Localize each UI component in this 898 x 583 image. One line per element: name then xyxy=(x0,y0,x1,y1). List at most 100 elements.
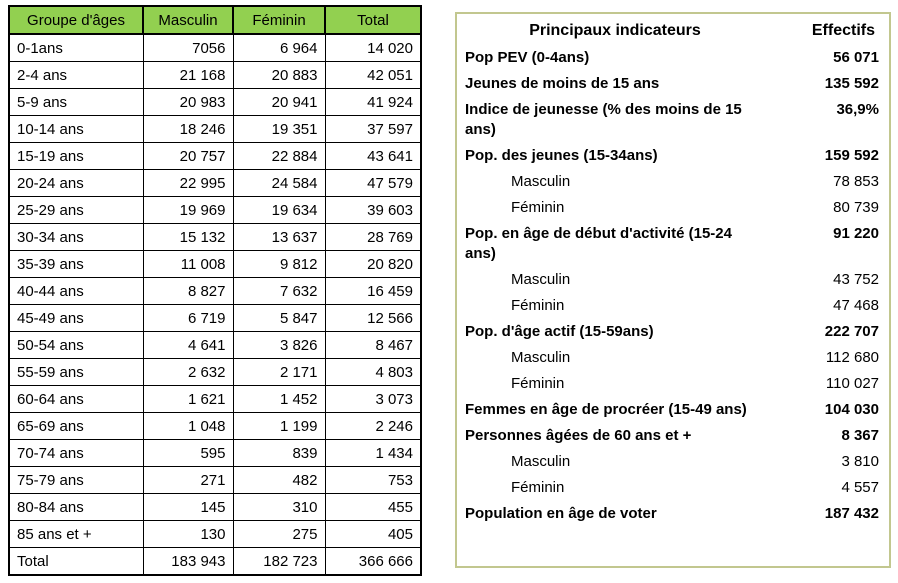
feminin-cell: 2 171 xyxy=(232,358,326,386)
table-row: 60-64 ans 1 621 1 452 3 073 xyxy=(8,385,422,413)
total-cell: 20 820 xyxy=(324,250,422,278)
masculin-cell: 271 xyxy=(142,466,234,494)
masculin-cell: 19 969 xyxy=(142,196,234,224)
indicator-value: 36,9% xyxy=(836,101,879,118)
feminin-cell: 482 xyxy=(232,466,326,494)
total-cell: 16 459 xyxy=(324,277,422,305)
total-cell: 753 xyxy=(324,466,422,494)
total-cell: 8 467 xyxy=(324,331,422,359)
table-row: 70-74 ans 595 839 1 434 xyxy=(8,439,422,467)
indicator-label: Féminin xyxy=(511,375,565,392)
age-group-cell: 80-84 ans xyxy=(8,493,144,521)
age-group-cell: 55-59 ans xyxy=(8,358,144,386)
indicator-value: 3 810 xyxy=(841,453,879,470)
indicator-label: Masculin xyxy=(511,173,571,190)
indicator-label: Indice de jeunesse (% des moins de 15 an… xyxy=(465,101,742,138)
indicator-label: Féminin xyxy=(511,199,565,216)
feminin-cell: 20 883 xyxy=(232,61,326,89)
feminin-cell: 7 632 xyxy=(232,277,326,305)
indicator-row: Masculin 3 810 xyxy=(465,449,879,475)
indicators-header: Principaux indicateurs Effectifs xyxy=(465,20,879,45)
indicator-row: Personnes âgées de 60 ans et + 8 367 xyxy=(465,423,879,449)
total-cell: 43 641 xyxy=(324,142,422,170)
masculin-cell: 2 632 xyxy=(142,358,234,386)
masculin-cell: 18 246 xyxy=(142,115,234,143)
indicator-label: Jeunes de moins de 15 ans xyxy=(465,75,660,92)
indicator-value: 4 557 xyxy=(841,479,879,496)
indicator-row: Pop PEV (0-4ans) 56 071 xyxy=(465,45,879,71)
indicator-label: Pop. des jeunes (15-34ans) xyxy=(465,147,658,164)
total-cell: 405 xyxy=(324,520,422,548)
total-cell: 455 xyxy=(324,493,422,521)
masculin-cell: 21 168 xyxy=(142,61,234,89)
masculin-cell: 6 719 xyxy=(142,304,234,332)
table-row: 30-34 ans 15 132 13 637 28 769 xyxy=(8,223,422,251)
indicator-row: Pop. en âge de début d'activité (15-24 a… xyxy=(465,221,879,267)
indicator-row: Féminin 47 468 xyxy=(465,293,879,319)
age-group-cell: 20-24 ans xyxy=(8,169,144,197)
indicator-row: Masculin 43 752 xyxy=(465,267,879,293)
indicator-label: Masculin xyxy=(511,453,571,470)
masculin-cell: 22 995 xyxy=(142,169,234,197)
masculin-cell: 20 983 xyxy=(142,88,234,116)
indicator-value: 110 027 xyxy=(825,375,879,392)
indicator-label: Masculin xyxy=(511,349,571,366)
age-group-cell: 35-39 ans xyxy=(8,250,144,278)
indicator-label: Femmes en âge de procréer (15-49 ans) xyxy=(465,401,747,418)
table-row: 25-29 ans 19 969 19 634 39 603 xyxy=(8,196,422,224)
indicator-label: Personnes âgées de 60 ans et + xyxy=(465,427,692,444)
feminin-cell: 1 452 xyxy=(232,385,326,413)
feminin-cell: 19 634 xyxy=(232,196,326,224)
feminin-cell: 3 826 xyxy=(232,331,326,359)
total-cell: 12 566 xyxy=(324,304,422,332)
header-groupe-dages: Groupe d'âges xyxy=(8,5,144,35)
indicator-row: Féminin 80 739 xyxy=(465,195,879,221)
masculin-cell: 20 757 xyxy=(142,142,234,170)
indicator-value: 8 367 xyxy=(841,427,879,444)
table-row: 0-1ans 7056 6 964 14 020 xyxy=(8,33,422,62)
feminin-cell: 275 xyxy=(232,520,326,548)
age-group-cell: Total xyxy=(8,547,144,576)
masculin-cell: 1 621 xyxy=(142,385,234,413)
indicator-label: Pop PEV (0-4ans) xyxy=(465,49,590,66)
total-cell: 2 246 xyxy=(324,412,422,440)
indicators-panel: Principaux indicateurs Effectifs Pop PEV… xyxy=(455,12,891,568)
feminin-cell: 5 847 xyxy=(232,304,326,332)
feminin-cell: 13 637 xyxy=(232,223,326,251)
age-group-cell: 85 ans et + xyxy=(8,520,144,548)
table-row: 35-39 ans 11 008 9 812 20 820 xyxy=(8,250,422,278)
indicator-row: Jeunes de moins de 15 ans 135 592 xyxy=(465,71,879,97)
masculin-cell: 8 827 xyxy=(142,277,234,305)
indicator-value: 91 220 xyxy=(833,225,879,242)
indicator-value: 187 432 xyxy=(824,505,879,522)
indicator-row: Masculin 78 853 xyxy=(465,169,879,195)
indicator-label: Féminin xyxy=(511,479,565,496)
feminin-cell: 22 884 xyxy=(232,142,326,170)
table-row: 85 ans et + 130 275 405 xyxy=(8,520,422,548)
table-row: 20-24 ans 22 995 24 584 47 579 xyxy=(8,169,422,197)
age-group-cell: 70-74 ans xyxy=(8,439,144,467)
masculin-cell: 1 048 xyxy=(142,412,234,440)
age-group-cell: 65-69 ans xyxy=(8,412,144,440)
feminin-cell: 182 723 xyxy=(232,547,326,576)
age-group-cell: 5-9 ans xyxy=(8,88,144,116)
total-cell: 4 803 xyxy=(324,358,422,386)
age-group-cell: 2-4 ans xyxy=(8,61,144,89)
feminin-cell: 6 964 xyxy=(232,33,326,62)
table-row: 2-4 ans 21 168 20 883 42 051 xyxy=(8,61,422,89)
indicator-value: 104 030 xyxy=(824,401,879,418)
feminin-cell: 9 812 xyxy=(232,250,326,278)
indicator-value: 112 680 xyxy=(825,349,879,366)
age-group-cell: 10-14 ans xyxy=(8,115,144,143)
age-group-cell: 45-49 ans xyxy=(8,304,144,332)
total-cell: 41 924 xyxy=(324,88,422,116)
total-cell: 37 597 xyxy=(324,115,422,143)
masculin-cell: 15 132 xyxy=(142,223,234,251)
total-cell: 3 073 xyxy=(324,385,422,413)
header-total: Total xyxy=(324,5,422,35)
total-cell: 14 020 xyxy=(324,33,422,62)
feminin-cell: 24 584 xyxy=(232,169,326,197)
age-group-cell: 25-29 ans xyxy=(8,196,144,224)
age-group-cell: 40-44 ans xyxy=(8,277,144,305)
